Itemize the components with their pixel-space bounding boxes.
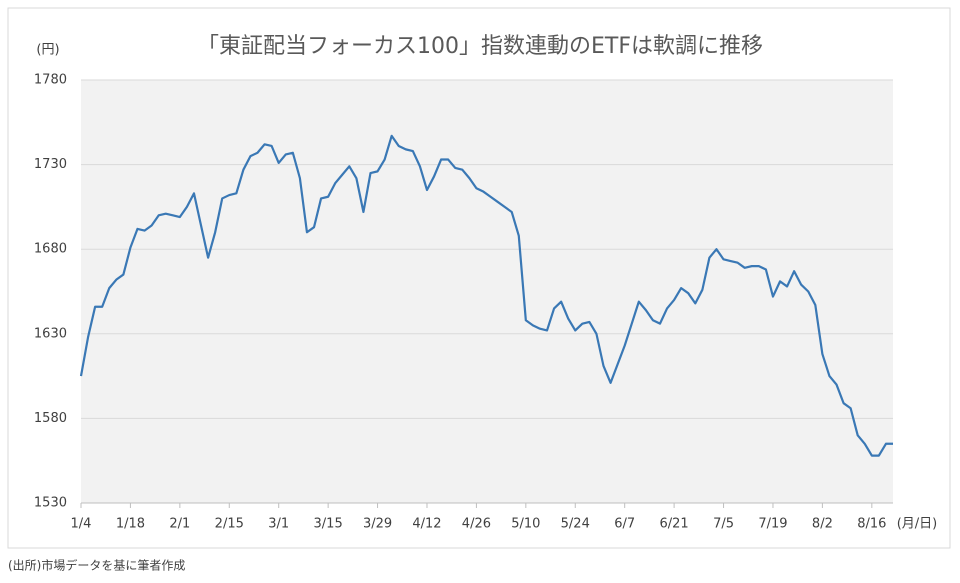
x-tick-label: 7/19	[758, 517, 787, 532]
x-tick-label: 1/18	[116, 517, 145, 532]
x-tick-label: 2/1	[169, 517, 190, 532]
x-tick-label: 8/16	[857, 517, 886, 532]
x-tick-label: 5/10	[511, 517, 540, 532]
x-tick-label: 6/21	[660, 517, 689, 532]
x-tick-label: 3/1	[268, 517, 289, 532]
source-note: (出所)市場データを基に筆者作成	[8, 558, 185, 573]
x-unit: (月/日)	[897, 517, 938, 532]
x-tick-label: 2/15	[215, 517, 244, 532]
chart-title: 「東証配当フォーカス100」指数連動のETFは軟調に推移	[197, 34, 763, 59]
y-tick-label: 1530	[34, 496, 67, 511]
x-tick-label: 7/5	[713, 517, 734, 532]
x-tick-label: 3/29	[363, 517, 392, 532]
x-tick-label: 8/2	[812, 517, 833, 532]
x-tick-label: 4/26	[462, 517, 491, 532]
x-tick-label: 3/15	[314, 517, 343, 532]
price-line	[79, 134, 893, 457]
x-tick-label: 6/7	[614, 517, 635, 532]
x-tick-label: 5/24	[561, 517, 590, 532]
x-tick-label: 4/12	[412, 517, 441, 532]
y-tick-label: 1580	[34, 411, 67, 426]
plot-area	[81, 80, 893, 503]
y-unit: (円)	[36, 43, 59, 58]
y-tick-label: 1680	[34, 242, 67, 257]
y-tick-label: 1780	[34, 73, 67, 88]
y-tick-label: 1730	[34, 157, 67, 172]
y-tick-label: 1630	[34, 326, 67, 341]
x-tick-label: 1/4	[71, 517, 92, 532]
